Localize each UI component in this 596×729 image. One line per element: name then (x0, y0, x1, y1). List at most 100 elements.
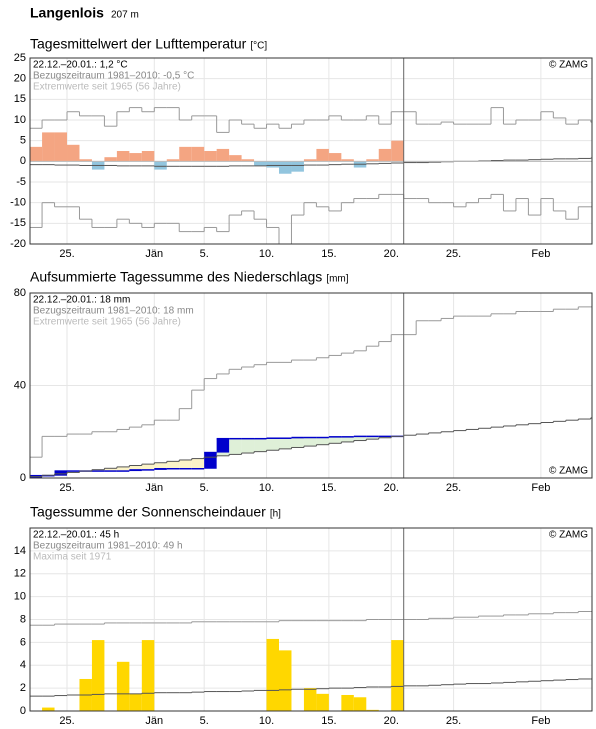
y-tick-label: 80 (14, 287, 26, 299)
chart: Tagessumme der Sonnenscheindauer [h] 0 2 4 6 8… (14, 504, 593, 727)
plot (30, 610, 592, 711)
annotation: Bezugszeitraum 1981–2010: 49 h (33, 541, 183, 552)
bar (316, 693, 329, 711)
x-tick-label: 10. (259, 715, 274, 727)
difference-fill (279, 438, 292, 449)
difference-fill (328, 436, 342, 444)
difference-fill (366, 436, 379, 440)
chart: Tagesmittelwert der Lufttemperatur [°C] -2… (10, 36, 593, 260)
x-tick-label: Jän (145, 248, 163, 260)
bar (378, 148, 392, 162)
x-tick-label: 20. (384, 715, 399, 727)
bar (154, 161, 167, 170)
bar (116, 661, 130, 711)
bar (30, 146, 43, 162)
annotation: Bezugszeitraum 1981–2010: -0,5 °C (33, 71, 194, 82)
x-tick-label: 25. (59, 248, 74, 260)
y-tick-label: 0 (20, 472, 26, 484)
bar (67, 144, 80, 162)
bar (204, 151, 217, 162)
bar (366, 159, 379, 162)
y-tick-label: 10 (14, 591, 26, 603)
y-tick-label: 20 (14, 73, 26, 85)
x-tick-label: 10. (259, 248, 274, 260)
bar (316, 148, 329, 162)
annotation: Extremwerte seit 1965 (56 Jahre) (33, 317, 181, 328)
bar (254, 161, 267, 166)
difference-fill (291, 437, 304, 448)
x-tick-label: Feb (531, 248, 550, 260)
chart-title: Tagessumme der Sonnenscheindauer (30, 504, 266, 520)
x-tick-label: 5. (200, 715, 209, 727)
x-tick-label: Jän (145, 482, 163, 494)
y-tick-label: 12 (14, 568, 26, 580)
bar (279, 161, 292, 174)
x-tick-label: 20. (384, 482, 399, 494)
bar (216, 148, 230, 162)
bar (141, 640, 155, 711)
plot-frame (29, 527, 593, 712)
chart-unit: [mm] (326, 274, 348, 285)
y-tick-label: 2 (20, 682, 26, 694)
x-tick-label: Feb (531, 715, 550, 727)
difference-fill (353, 436, 367, 441)
y-tick-label: 25 (14, 52, 26, 64)
bar (266, 638, 279, 711)
bar (366, 709, 379, 711)
plot (30, 306, 592, 478)
bar (291, 161, 304, 172)
x-tick-label: 25. (446, 482, 461, 494)
bar (303, 688, 317, 711)
bar (116, 151, 130, 162)
x-tick-label: 15. (321, 715, 336, 727)
bar (42, 132, 55, 162)
bar (341, 159, 354, 162)
chart-title: Tagesmittelwert der Lufttemperatur (30, 36, 247, 52)
x-tick-label: 25. (59, 482, 74, 494)
copyright: © ZAMG (549, 466, 588, 477)
bar (353, 697, 367, 711)
bar (42, 707, 55, 711)
bar (191, 146, 205, 162)
difference-fill (266, 438, 279, 451)
x-tick-label: 5. (200, 248, 209, 260)
difference-fill (179, 459, 192, 469)
station-title: Langenlois (30, 5, 104, 21)
annotation: 22.12.–20.01.: 18 mm (33, 295, 130, 306)
bar (266, 161, 279, 168)
difference-fill (241, 438, 255, 454)
difference-fill (254, 438, 267, 452)
annotation: 22.12.–20.01.: 1,2 °C (33, 60, 128, 71)
y-tick-label: -20 (10, 238, 26, 250)
bar (279, 650, 292, 711)
station-altitude: 207 m (111, 10, 139, 21)
chart-unit: [°C] (250, 41, 267, 52)
y-tick-label: -15 (10, 217, 26, 229)
y-tick-label: 5 (20, 135, 26, 147)
difference-fill (116, 466, 130, 472)
difference-fill (104, 468, 117, 472)
difference-fill (191, 458, 205, 469)
difference-fill (154, 462, 167, 469)
x-tick-label: 15. (321, 482, 336, 494)
bar (341, 694, 354, 711)
y-tick-label: 40 (14, 379, 26, 391)
plot-frame (29, 57, 593, 245)
y-tick-label: 15 (14, 93, 26, 105)
difference-fill (129, 465, 142, 470)
x-tick-label: Jän (145, 715, 163, 727)
bar (129, 693, 142, 711)
y-tick-label: 14 (14, 545, 26, 557)
bar (54, 132, 68, 162)
x-tick-label: Feb (531, 482, 550, 494)
difference-fill (303, 437, 317, 447)
copyright: © ZAMG (549, 60, 588, 71)
x-tick-label: 25. (446, 248, 461, 260)
x-tick-label: 5. (200, 482, 209, 494)
difference-fill (316, 437, 329, 445)
bar (166, 159, 180, 162)
bar (303, 159, 317, 162)
bar (141, 151, 155, 162)
bar (104, 157, 117, 162)
